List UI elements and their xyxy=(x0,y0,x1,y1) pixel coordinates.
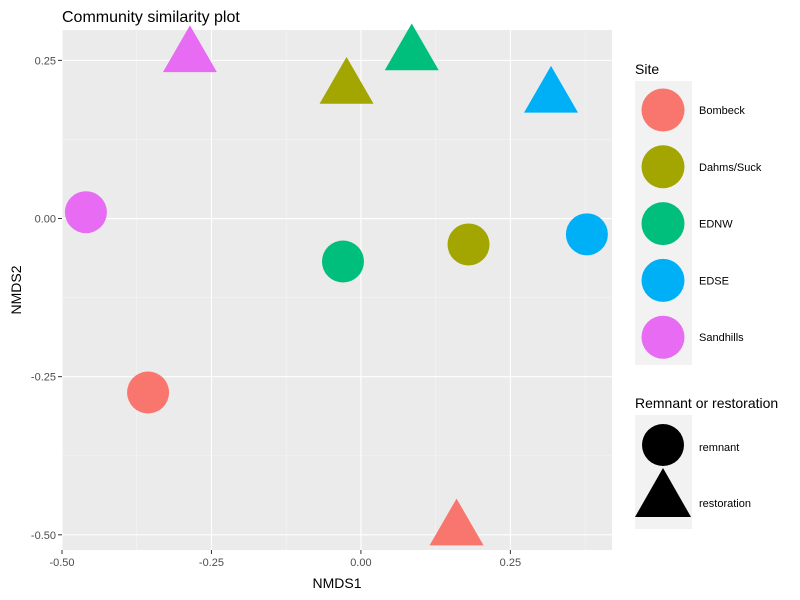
x-tick-label: -0.25 xyxy=(199,557,224,569)
legend-key-circle xyxy=(642,424,684,466)
legend-shape-label: remnant xyxy=(699,442,739,454)
y-tick-label: -0.25 xyxy=(31,372,56,384)
point-ednw-remnant xyxy=(321,240,364,283)
y-tick-label: 0.00 xyxy=(35,214,56,226)
y-tick-label: -0.50 xyxy=(31,530,56,542)
legend-site-label: EDNW xyxy=(699,219,733,231)
legend-shape-title: Remnant or restoration xyxy=(635,395,778,411)
y-axis-ticks: 0.25 0.00 -0.25 -0.50 xyxy=(31,55,62,542)
legend-key-circle xyxy=(641,145,685,189)
legend-key-circle xyxy=(641,315,685,359)
legend-shape: remnant restoration xyxy=(635,415,751,529)
point-ednw-restoration xyxy=(384,23,439,71)
data-points xyxy=(64,23,608,546)
legend-site-title: Site xyxy=(635,61,659,77)
point-bombeck-restoration xyxy=(429,498,484,546)
x-tick-label: 0.00 xyxy=(350,557,371,569)
plot-panel xyxy=(62,30,612,550)
point-dahms-suck-restoration xyxy=(319,57,374,104)
point-bombeck-remnant xyxy=(127,371,170,414)
gridlines xyxy=(61,30,612,550)
y-tick-label: 0.25 xyxy=(35,55,56,67)
point-dahms-suck-remnant xyxy=(447,223,490,266)
point-edse-remnant xyxy=(565,213,608,256)
x-tick-label: 0.25 xyxy=(500,557,521,569)
legend-shape-label: restoration xyxy=(699,498,751,510)
chart-title: Community similarity plot xyxy=(62,9,240,26)
legend-site-label: Sandhills xyxy=(699,332,744,344)
point-sandhills-restoration xyxy=(162,25,217,73)
point-sandhills-remnant xyxy=(64,191,107,234)
x-axis-label: NMDS1 xyxy=(312,575,361,591)
y-axis-label: NMDS2 xyxy=(8,265,24,314)
legend-key-circle xyxy=(641,258,685,302)
legend-site-label: Dahms/Suck xyxy=(699,162,762,174)
legend-key-circle xyxy=(641,88,685,132)
legend-site-label: Bombeck xyxy=(699,105,745,117)
legend-key-circle xyxy=(641,202,685,246)
x-tick-label: -0.50 xyxy=(49,557,74,569)
legend-site: Bombeck Dahms/Suck EDNW EDSE Sandhills xyxy=(635,81,762,365)
x-axis-ticks: -0.50 -0.25 0.00 0.25 xyxy=(49,550,521,569)
legend-site-label: EDSE xyxy=(699,275,729,287)
point-edse-restoration xyxy=(524,65,579,113)
legend-key-triangle xyxy=(635,468,691,517)
